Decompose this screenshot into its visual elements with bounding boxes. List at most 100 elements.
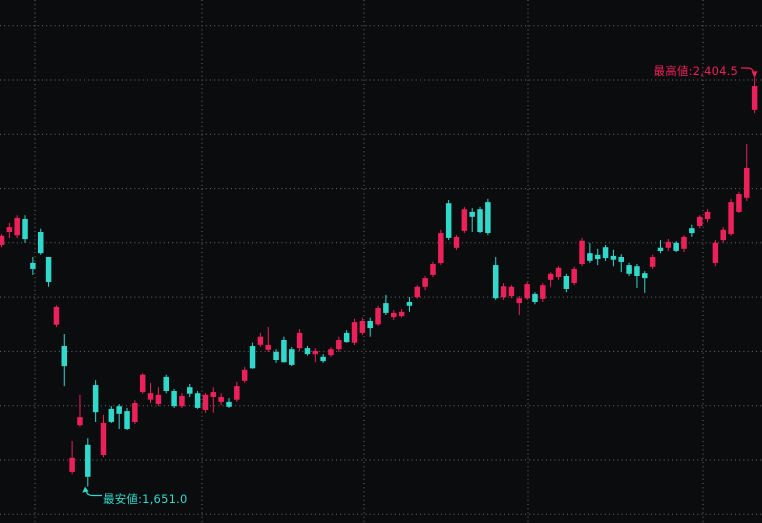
candle bbox=[0, 234, 5, 248]
candle-body bbox=[712, 242, 719, 263]
candle-body bbox=[571, 268, 577, 283]
candle-body bbox=[626, 265, 632, 274]
candle bbox=[696, 215, 703, 229]
candle bbox=[398, 309, 405, 318]
candle-body bbox=[728, 202, 734, 235]
candle-body bbox=[618, 257, 624, 262]
candle-body bbox=[579, 240, 585, 264]
candle-body bbox=[281, 340, 287, 363]
candle bbox=[22, 215, 28, 243]
candle-body bbox=[524, 284, 530, 299]
candle bbox=[124, 407, 130, 431]
candle-body bbox=[100, 423, 107, 455]
candle bbox=[320, 354, 326, 363]
candle bbox=[634, 264, 640, 288]
candle-body bbox=[453, 236, 460, 248]
candle-body bbox=[108, 408, 115, 422]
candle bbox=[328, 347, 334, 357]
candle-body bbox=[406, 302, 413, 306]
candle bbox=[422, 276, 428, 291]
candle bbox=[626, 262, 632, 276]
candle-body bbox=[124, 411, 130, 429]
candle bbox=[359, 317, 366, 336]
candle bbox=[704, 209, 711, 223]
candle-body bbox=[14, 217, 20, 236]
candle-body bbox=[665, 241, 672, 248]
candle bbox=[665, 239, 672, 251]
candle bbox=[6, 222, 13, 238]
candle-body bbox=[179, 395, 185, 407]
candle bbox=[296, 329, 303, 351]
candle-body bbox=[673, 242, 679, 251]
candle-body bbox=[53, 306, 60, 325]
candles-layer bbox=[0, 77, 758, 487]
candle-body bbox=[383, 303, 389, 313]
candle bbox=[579, 238, 585, 267]
candle-body bbox=[547, 273, 554, 280]
candle-body bbox=[751, 86, 758, 110]
candle-body bbox=[194, 393, 201, 408]
candle bbox=[336, 336, 342, 352]
candle-body bbox=[689, 228, 695, 234]
candle bbox=[445, 200, 452, 241]
candle bbox=[673, 241, 679, 253]
candle bbox=[414, 285, 421, 299]
candle-body bbox=[438, 233, 444, 263]
candle-body bbox=[163, 376, 169, 391]
candle bbox=[540, 283, 546, 302]
candle-body bbox=[147, 393, 154, 400]
candle bbox=[453, 235, 460, 250]
candle bbox=[469, 208, 475, 232]
candle-body bbox=[85, 444, 91, 477]
candle bbox=[516, 296, 523, 315]
candle bbox=[485, 198, 491, 236]
candle-body bbox=[312, 350, 319, 355]
candle-body bbox=[587, 253, 593, 261]
candle-body bbox=[696, 216, 703, 226]
candle bbox=[30, 257, 36, 275]
candle bbox=[736, 191, 742, 213]
candle bbox=[406, 297, 413, 312]
candle-body bbox=[336, 340, 342, 350]
candle-body bbox=[367, 321, 373, 329]
candle bbox=[571, 266, 577, 286]
annotations-layer: 最高値:2,404.5 最安値:1,651.0 bbox=[82, 64, 758, 506]
candle bbox=[132, 400, 138, 425]
candle-body bbox=[343, 332, 350, 343]
candle bbox=[289, 347, 295, 367]
candle-body bbox=[508, 286, 515, 296]
candle bbox=[116, 404, 122, 429]
candle-body bbox=[359, 321, 366, 333]
candle bbox=[53, 305, 60, 327]
candle-body bbox=[30, 262, 36, 269]
candle bbox=[312, 348, 319, 363]
candle-body bbox=[202, 394, 209, 410]
candle-body bbox=[92, 385, 99, 413]
candle bbox=[171, 388, 177, 408]
candle-body bbox=[218, 397, 224, 402]
candle-body bbox=[116, 406, 122, 414]
candle-body bbox=[610, 255, 617, 260]
candle bbox=[210, 387, 217, 413]
candle-body bbox=[736, 194, 742, 212]
candle bbox=[194, 391, 201, 409]
candle-body bbox=[22, 219, 28, 240]
candle-body bbox=[351, 322, 358, 343]
candle-body bbox=[532, 293, 538, 302]
candle bbox=[218, 393, 224, 406]
candle bbox=[547, 272, 554, 287]
candle bbox=[430, 261, 436, 277]
candle bbox=[273, 349, 279, 363]
candle-body bbox=[257, 336, 264, 345]
candle-body bbox=[681, 236, 687, 249]
candle-body bbox=[187, 387, 193, 394]
candle-body bbox=[649, 257, 656, 267]
candle bbox=[383, 294, 389, 315]
candle-body bbox=[469, 211, 475, 217]
candle bbox=[187, 384, 193, 397]
candle bbox=[594, 248, 601, 266]
candle-body bbox=[704, 211, 711, 219]
candle-body bbox=[422, 278, 428, 287]
